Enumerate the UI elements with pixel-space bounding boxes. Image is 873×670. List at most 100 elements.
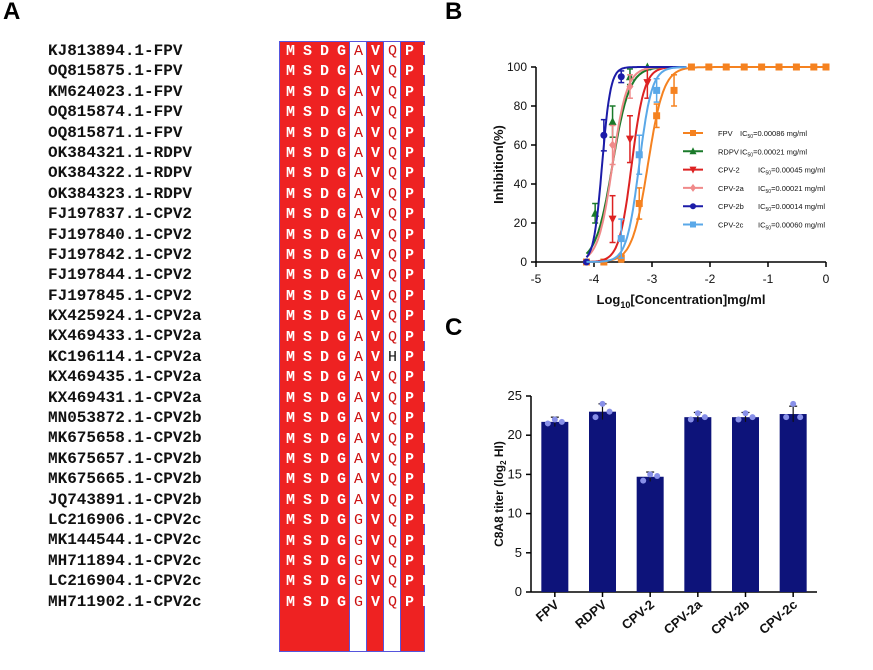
legend-series-name: CPV-2a	[718, 184, 745, 193]
residue: Q	[387, 104, 397, 122]
residue: D	[421, 593, 431, 611]
sequence-name: FJ197837.1-CPV2	[48, 205, 193, 224]
x-tick-label: CPV-2	[619, 597, 657, 633]
residue: P	[404, 247, 414, 264]
residue: D	[319, 451, 329, 468]
residue: Q	[387, 430, 397, 448]
residue: G	[353, 512, 363, 530]
y-tick-label: 80	[514, 99, 528, 113]
residue: V	[370, 308, 380, 326]
residue: V	[370, 267, 380, 285]
residue: V	[370, 573, 380, 591]
residue: G	[336, 512, 346, 530]
residue: M	[285, 328, 295, 346]
residue: M	[285, 124, 295, 142]
x-tick-label: -3	[647, 272, 658, 286]
legend-ic50-label: IC	[758, 221, 766, 230]
data-point	[643, 79, 652, 88]
x-tick-label: 0	[823, 272, 830, 286]
residue: D	[319, 593, 329, 611]
residue: M	[285, 226, 295, 244]
residue: S	[302, 63, 312, 81]
residue: D	[421, 124, 431, 142]
residue: D	[319, 389, 329, 407]
residue: D	[421, 226, 431, 244]
residue: D	[421, 553, 431, 570]
residue: G	[336, 389, 346, 407]
residue: S	[302, 512, 312, 530]
residue: P	[404, 491, 414, 509]
residue: P	[404, 471, 414, 489]
y-tick-label: 100	[507, 60, 527, 74]
residue: M	[285, 471, 295, 489]
residue: D	[319, 491, 329, 509]
residue: M	[285, 247, 295, 264]
y-tick-label: 20	[508, 427, 522, 442]
residue: G	[336, 430, 346, 448]
residue: S	[302, 308, 312, 326]
x-tick-label: CPV-2c	[756, 597, 800, 637]
residue: D	[319, 287, 329, 305]
residue: P	[404, 512, 414, 530]
residue: G	[336, 206, 346, 224]
residue: A	[353, 247, 363, 264]
residue: P	[404, 553, 414, 570]
residue: G	[336, 287, 346, 305]
sequence-name: MK144544.1-CPV2c	[48, 531, 202, 550]
residue: A	[353, 185, 363, 203]
legend-entry: CPV-2c IC50=0.00060 mg/ml	[718, 221, 825, 232]
residue: D	[421, 104, 431, 122]
residue: D	[421, 247, 431, 264]
residue: P	[404, 308, 414, 326]
data-point	[810, 63, 818, 71]
residue: A	[353, 206, 363, 224]
sequence-name: OQ815874.1-FPV	[48, 103, 183, 122]
bar	[589, 411, 616, 592]
y-axis-label-part: C8A8 titer (log	[492, 465, 506, 547]
data-point	[705, 63, 713, 71]
legend-ic50-label: IC	[758, 184, 766, 193]
sequence-name: FJ197840.1-CPV2	[48, 225, 193, 244]
x-tick-label: -2	[705, 272, 716, 286]
legend-ic50-value: =0.00060 mg/ml	[771, 221, 825, 230]
residue: G	[336, 308, 346, 326]
residue: M	[285, 165, 295, 183]
residue: D	[319, 185, 329, 203]
residue: A	[353, 287, 363, 305]
residue: A	[353, 43, 363, 60]
data-point	[735, 416, 742, 423]
sequence-name: MH711894.1-CPV2c	[48, 551, 202, 570]
residue: G	[336, 491, 346, 509]
residue: G	[336, 247, 346, 264]
residue: A	[353, 430, 363, 448]
residue: D	[421, 573, 431, 591]
residue: S	[302, 349, 312, 366]
x-tick-label: CPV-2b	[708, 597, 753, 638]
residue: D	[319, 430, 329, 448]
residue: G	[353, 593, 363, 611]
residue: G	[336, 43, 346, 60]
legend-ic50-sub: 50	[748, 152, 754, 158]
residue: Q	[387, 124, 397, 142]
residue: M	[285, 532, 295, 550]
residue: V	[370, 328, 380, 346]
data-point	[654, 472, 661, 479]
residue: D	[319, 104, 329, 122]
residue: P	[404, 593, 414, 611]
legend-ic50-value: =0.00014 mg/ml	[771, 202, 825, 211]
residue: Q	[387, 512, 397, 530]
legend-ic50-sub: 50	[748, 134, 754, 140]
residue: A	[353, 389, 363, 407]
residue: D	[421, 185, 431, 203]
y-tick-label: 10	[508, 506, 522, 521]
y-tick-label: 0	[520, 255, 527, 269]
residue: D	[421, 369, 431, 387]
panel-label-c: C	[445, 314, 463, 341]
residue: Q	[387, 471, 397, 489]
